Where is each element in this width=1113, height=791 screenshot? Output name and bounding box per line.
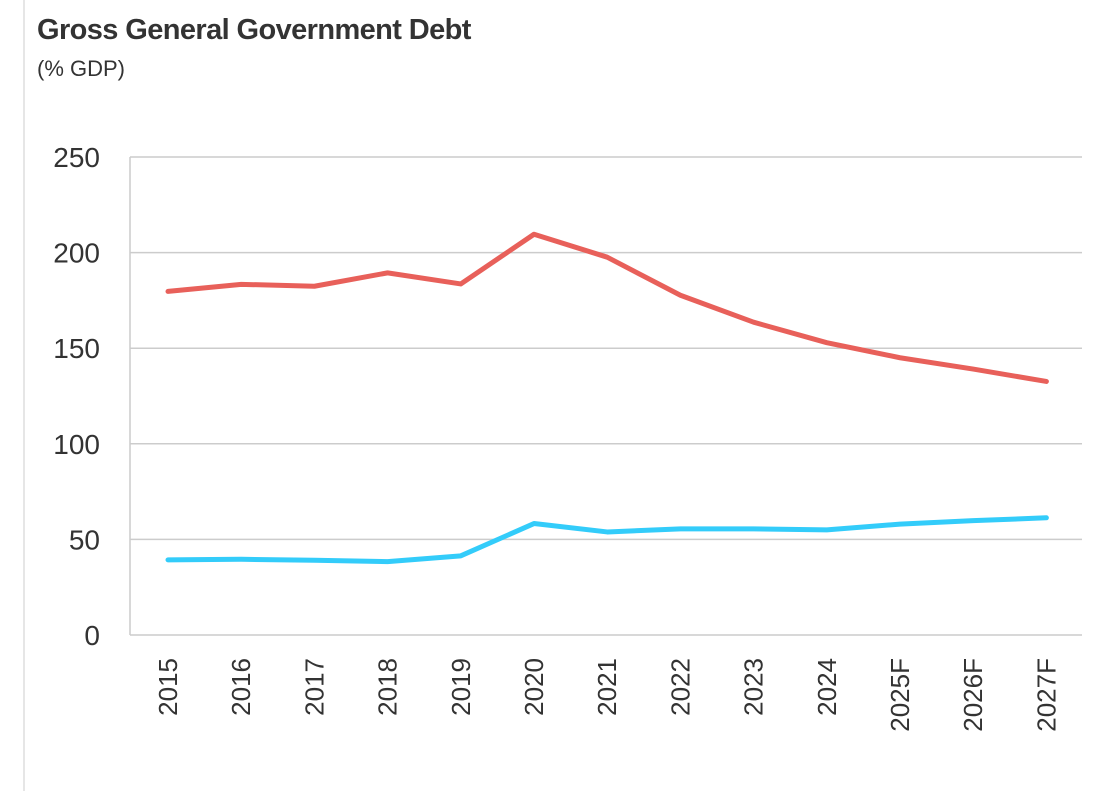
x-tick-label: 2022 bbox=[665, 658, 695, 716]
x-tick-label: 2018 bbox=[373, 658, 403, 716]
y-tick-label: 50 bbox=[69, 524, 100, 555]
x-axis-ticks: 2015 2016 2017 2018 2019 2020 2021 2022 2023 2024… bbox=[153, 658, 1061, 732]
x-tick-label: 2020 bbox=[519, 658, 549, 716]
y-tick-label: 200 bbox=[53, 238, 100, 269]
y-tick-label: 150 bbox=[53, 333, 100, 364]
chart-subtitle: (% GDP) bbox=[37, 56, 125, 81]
x-tick-label: 2021 bbox=[592, 658, 622, 716]
x-tick-label: 2026F bbox=[958, 658, 988, 732]
y-tick-label: 0 bbox=[84, 620, 100, 651]
x-tick-label: 2025F bbox=[885, 658, 915, 732]
plot-frame bbox=[129, 157, 1082, 636]
y-axis-ticks: 0 50 100 150 200 250 bbox=[53, 142, 100, 651]
y-tick-label: 100 bbox=[53, 429, 100, 460]
x-tick-label: 2015 bbox=[153, 658, 183, 716]
series-line-1 bbox=[165, 231, 1049, 384]
x-tick-label: 2019 bbox=[446, 658, 476, 716]
gridlines bbox=[130, 156, 1082, 541]
x-tick-label: 2017 bbox=[299, 658, 329, 716]
x-tick-label: 2016 bbox=[226, 658, 256, 716]
x-tick-label: 2023 bbox=[739, 658, 769, 716]
page-left-border bbox=[23, 0, 25, 791]
chart-title: Gross General Government Debt bbox=[37, 14, 471, 46]
y-tick-label: 250 bbox=[53, 142, 100, 173]
x-tick-label: 2027F bbox=[1031, 658, 1061, 732]
x-tick-label: 2024 bbox=[812, 658, 842, 716]
series-lines bbox=[165, 231, 1049, 565]
